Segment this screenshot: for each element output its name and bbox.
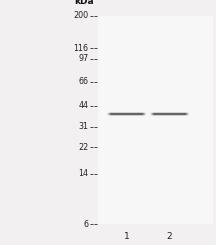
Text: 22: 22 — [78, 143, 89, 151]
Text: 14: 14 — [79, 169, 89, 178]
Text: 66: 66 — [79, 77, 89, 86]
Bar — [98, 16, 213, 224]
Text: 6: 6 — [84, 220, 89, 229]
Text: 97: 97 — [78, 54, 89, 63]
Text: 200: 200 — [73, 12, 89, 20]
Text: kDa: kDa — [74, 0, 94, 6]
Text: 1: 1 — [124, 232, 130, 241]
Text: 31: 31 — [79, 122, 89, 131]
Text: 44: 44 — [79, 101, 89, 110]
Text: 2: 2 — [167, 232, 172, 241]
Text: 116: 116 — [74, 44, 89, 53]
